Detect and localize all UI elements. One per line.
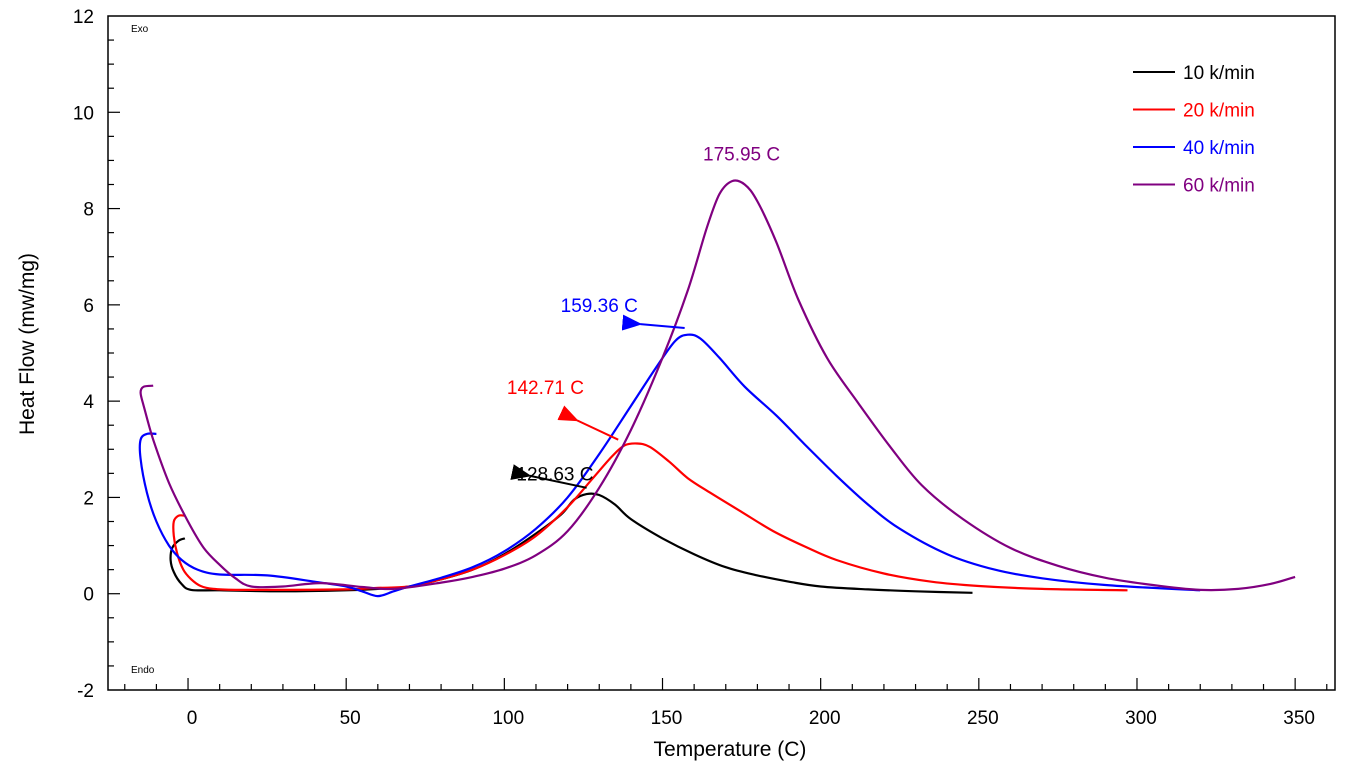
legend-label-20-k-min: 20 k/min — [1183, 101, 1255, 122]
peak-label-20-k-min: 142.71 C — [507, 378, 584, 399]
x-axis-title: Temperature (C) — [654, 738, 807, 761]
y-tick-label: 10 — [73, 103, 94, 124]
peak-annotations: 128.63 C 142.71 C 159.36 C 175.95 C — [507, 144, 780, 489]
legend: 10 k/min 20 k/min 40 k/min 60 k/min — [1133, 63, 1255, 197]
x-tick-label: 200 — [809, 708, 841, 729]
series-lines — [138, 179, 1296, 598]
peak-arrow-10-k-min — [510, 464, 587, 489]
x-tick-label: 0 — [187, 708, 198, 729]
endo-label: Endo — [131, 665, 155, 676]
series-line-10-k-min — [169, 492, 973, 594]
y-tick-label: 0 — [83, 585, 94, 606]
series-line-20-k-min — [172, 442, 1128, 592]
peak-label-40-k-min: 159.36 C — [561, 296, 638, 317]
series-line-40-k-min — [138, 333, 1201, 598]
series-line-60-k-min — [139, 179, 1296, 592]
y-tick-label: 4 — [83, 392, 94, 413]
plot-frame — [107, 15, 1336, 691]
legend-label-60-k-min: 60 k/min — [1183, 176, 1255, 197]
x-tick-label: 50 — [340, 708, 361, 729]
y-axis-title: Heat Flow (mw/mg) — [16, 253, 39, 435]
legend-label-40-k-min: 40 k/min — [1183, 138, 1255, 159]
exo-label: Exo — [131, 24, 149, 35]
peak-label-60-k-min: 175.95 C — [703, 144, 780, 165]
y-tick-label: 6 — [83, 296, 94, 317]
y-axis: -2 0 2 4 6 8 10 12 — [73, 7, 120, 702]
legend-label-10-k-min: 10 k/min — [1183, 63, 1255, 84]
x-tick-label: 300 — [1125, 708, 1157, 729]
x-tick-label: 350 — [1283, 708, 1315, 729]
y-tick-label: 12 — [73, 7, 94, 28]
peak-arrow-20-k-min — [557, 405, 619, 441]
peak-label-10-k-min: 128.63 C — [516, 465, 593, 486]
x-tick-label: 250 — [967, 708, 999, 729]
x-tick-label: 150 — [651, 708, 683, 729]
y-tick-label: 8 — [83, 200, 94, 221]
x-axis: 0 50 100 150 200 250 300 350 — [124, 678, 1328, 729]
y-tick-label: 2 — [83, 488, 94, 509]
x-tick-label: 100 — [492, 708, 524, 729]
y-tick-label: -2 — [77, 681, 94, 702]
peak-arrow-40-k-min — [621, 314, 685, 331]
